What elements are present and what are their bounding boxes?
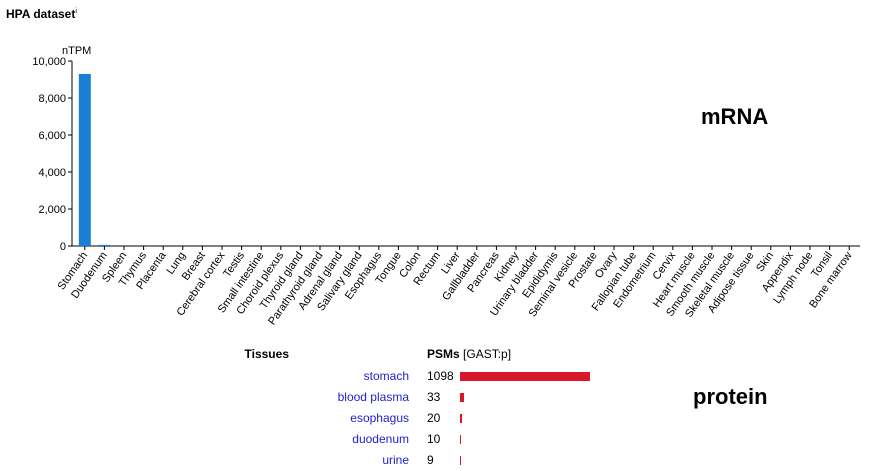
psms-header-label: PSMs [427,347,460,361]
y-tick-label: 10,000 [32,56,66,68]
tissue-link[interactable]: urine [382,453,409,467]
psm-bar [460,372,590,381]
dataset-title: HPA dataseti [6,7,77,21]
tissue-link[interactable]: stomach [363,369,409,383]
protein-row: blood plasma 33 [330,386,730,406]
psm-bar [460,414,463,423]
protein-row: urine 9 [330,449,730,469]
tissues-header: Tissues [244,347,289,361]
psm-value: 20 [427,411,441,425]
psm-bar [460,435,462,444]
psms-header-sub: [GAST:p] [463,347,512,361]
psm-value: 33 [427,390,441,404]
psm-value: 1098 [427,369,454,383]
data-bar [98,244,111,246]
psms-header: PSMs [GAST:p] [427,347,511,361]
protein-row: esophagus 20 [330,407,730,427]
y-axis-label: nTPM [62,45,91,57]
info-icon[interactable]: i [75,8,77,15]
protein-label: protein [693,384,768,409]
mrna-bar-chart: nTPM02,0004,0006,0008,00010,000StomachDu… [32,45,860,327]
dataset-title-text: HPA dataset [6,7,76,21]
psm-value: 10 [427,432,441,446]
tissue-link[interactable]: duodenum [352,432,409,446]
y-tick-label: 4,000 [38,167,66,179]
y-tick-label: 8,000 [38,93,66,105]
tissue-link[interactable]: blood plasma [337,390,409,404]
mrna-label: mRNA [701,104,769,129]
protein-row: stomach 1098 [330,365,730,385]
protein-row: duodenum 10 [330,428,730,448]
tissue-link[interactable]: esophagus [350,411,409,425]
y-tick-label: 0 [60,241,66,253]
psm-value: 9 [427,453,434,467]
y-tick-label: 6,000 [38,130,66,142]
psm-bar [460,456,462,465]
psm-bar [460,393,464,402]
y-tick-label: 2,000 [38,204,66,216]
data-bar [78,73,91,246]
